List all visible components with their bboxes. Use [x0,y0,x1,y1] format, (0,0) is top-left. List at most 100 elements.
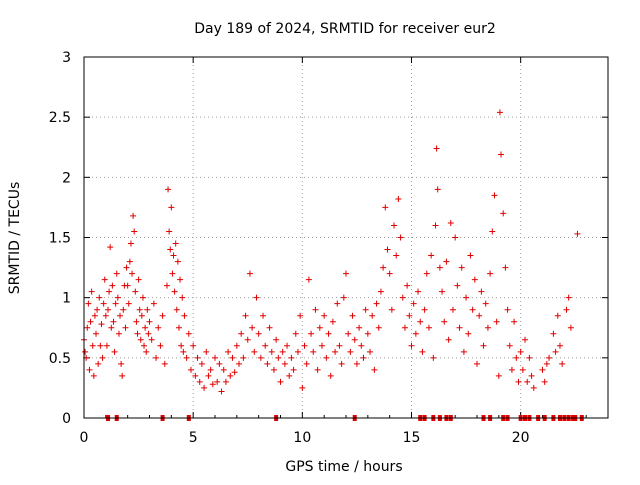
data-point [266,324,273,331]
data-point [504,306,511,313]
data-point [334,300,341,307]
data-point [487,270,494,277]
data-point [410,300,417,307]
y-tick-label: 0.5 [49,351,71,367]
data-point [559,360,566,367]
data-point [122,324,129,331]
data-point [194,354,201,361]
data-point [565,294,572,301]
data-point [88,288,95,295]
data-point [110,318,117,325]
data-point [480,342,487,349]
data-point [478,288,485,295]
data-point [242,312,249,319]
data-point [474,360,480,367]
data-point [541,378,548,385]
data-point [117,312,124,319]
data-point [425,324,432,331]
data-point [292,330,299,337]
data-point [103,342,110,349]
data-point [119,372,126,379]
data-point [192,372,199,379]
data-point [130,212,137,219]
data-point [401,324,408,331]
data-point [141,342,148,349]
data-point [332,348,339,355]
data-point [362,306,369,313]
data-point [126,258,133,265]
data-point [129,270,136,277]
data-point [439,288,446,295]
data-point [465,330,472,337]
data-point [554,312,561,319]
data-point [93,330,100,337]
data-point [445,336,452,343]
x-tick-label: 0 [80,430,89,446]
data-point [447,220,454,227]
data-point [102,312,109,319]
data-point [96,294,103,301]
data-point [310,348,317,355]
data-point [449,306,456,313]
data-point [364,330,371,337]
data-point [150,300,157,307]
data-point [513,354,520,361]
data-point [114,294,121,301]
data-point [508,366,515,373]
data-point [100,300,107,307]
data-point [112,300,119,307]
data-point [111,348,118,355]
data-point [349,312,356,319]
data-point [471,276,478,283]
data-point [340,294,347,301]
data-point [86,366,93,373]
data-point [408,342,415,349]
data-point [106,288,113,295]
data-point [528,372,535,379]
data-point [380,264,387,271]
data-point [316,324,323,331]
data-point [91,312,98,319]
data-point [131,228,138,235]
data-point [345,330,352,337]
y-tick-label: 3 [62,50,71,66]
data-point [94,306,101,313]
data-point [127,240,134,247]
data-point [323,354,330,361]
data-point [205,372,212,379]
data-point [268,348,275,355]
data-point [550,330,557,337]
data-point [146,318,153,325]
data-point [399,294,406,301]
data-point [456,324,463,331]
data-point [308,330,315,337]
data-point [395,195,402,202]
data-point [143,348,150,355]
data-point [229,354,236,361]
data-point [139,294,146,301]
data-point [375,324,382,331]
y-tick-label: 2 [62,170,71,186]
data-point [495,372,502,379]
data-point [251,348,258,355]
data-point [142,324,149,331]
data-point [412,330,419,337]
data-point [175,324,182,331]
data-point [369,312,376,319]
data-point [552,348,559,355]
data-point [526,354,533,361]
data-point [539,366,546,373]
data-point [207,366,214,373]
data-point [373,300,380,307]
data-point [386,270,393,277]
data-point [262,342,269,349]
data-point [270,366,277,373]
data-point [297,312,304,319]
data-point [522,336,529,343]
data-point [367,348,374,355]
data-point [388,306,395,313]
data-point [179,294,186,301]
x-tick-label: 10 [293,430,311,446]
data-point [347,348,354,355]
